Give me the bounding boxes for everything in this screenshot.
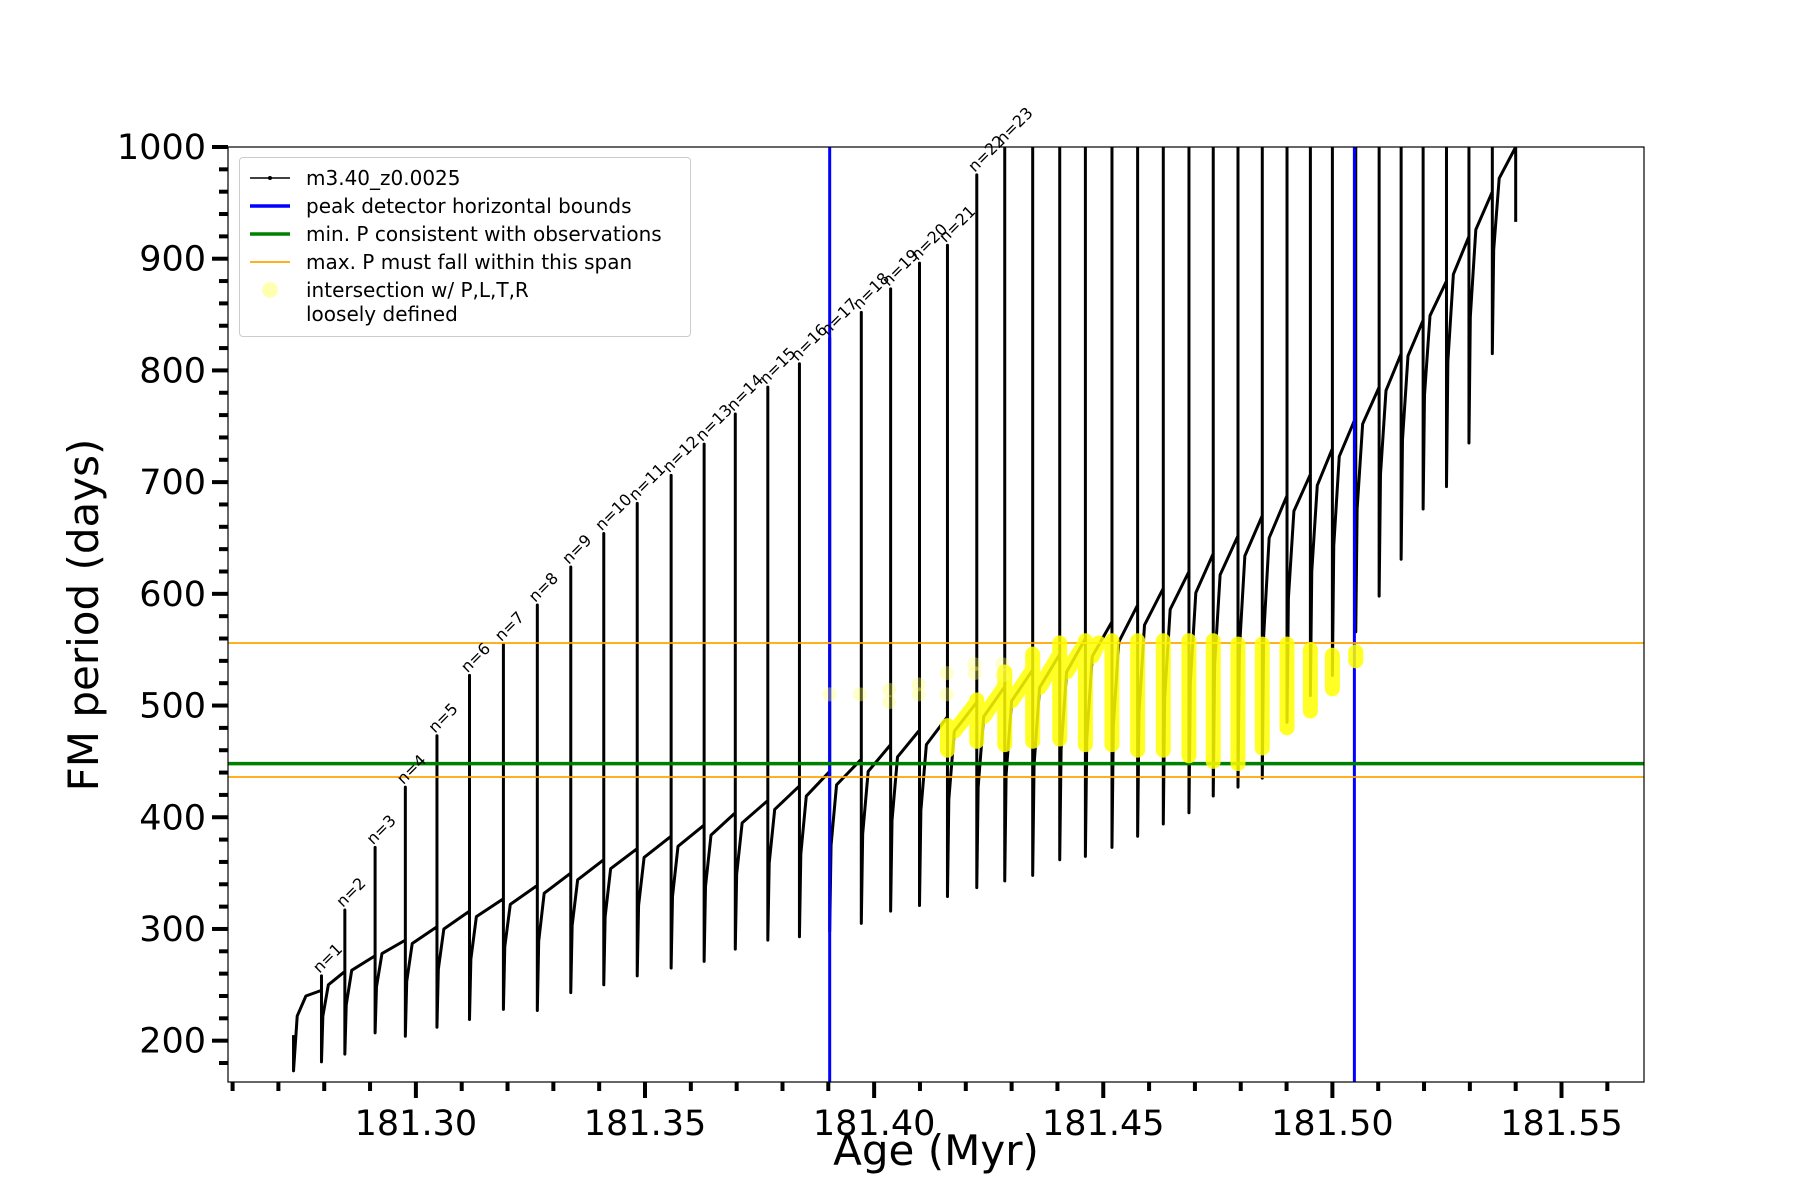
y-tick-label: 900 xyxy=(139,240,206,280)
legend-label: max. P must fall within this span xyxy=(306,250,633,274)
marker xyxy=(882,682,897,697)
annotation: n=3 xyxy=(362,811,399,848)
legend-symbol xyxy=(262,282,278,298)
plot-frame xyxy=(227,146,1645,1083)
legend-label: peak detector horizontal bounds xyxy=(306,194,632,218)
marker xyxy=(939,666,954,681)
annotation: n=7 xyxy=(491,608,528,645)
y-axis-label: FM period (days) xyxy=(59,439,108,792)
annotation: n=12 xyxy=(659,432,703,476)
marker xyxy=(995,657,1010,672)
legend-symbol xyxy=(250,204,290,208)
legend-entry: intersection w/ P,L,T,R loosely defined xyxy=(240,278,690,326)
y-tick-label: 400 xyxy=(139,798,206,838)
marker xyxy=(911,687,926,702)
marker xyxy=(967,657,982,672)
x-tick-label: 181.35 xyxy=(584,1104,706,1144)
legend-label: min. P consistent with observations xyxy=(306,222,662,246)
annotation: n=2 xyxy=(332,874,369,911)
y-tick-label: 300 xyxy=(139,910,206,950)
y-tick-label: 200 xyxy=(139,1022,206,1062)
y-tick-label: 700 xyxy=(139,463,206,503)
legend-label: intersection w/ P,L,T,R loosely defined xyxy=(306,278,529,326)
y-tick-label: 1000 xyxy=(117,128,206,168)
legend-entry: m3.40_z0.0025 xyxy=(240,166,690,190)
series-line xyxy=(292,147,1518,1073)
legend-entry: min. P consistent with observations xyxy=(240,222,690,246)
y-tick-label: 600 xyxy=(139,575,206,615)
x-axis-label: Age (Myr) xyxy=(833,1126,1039,1175)
plot-area xyxy=(228,147,1644,1082)
annotation: n=1 xyxy=(309,939,346,976)
legend-symbol xyxy=(250,261,290,263)
annotation: n=6 xyxy=(457,639,494,676)
x-tick-label: 181.45 xyxy=(1042,1104,1164,1144)
annotation: n=9 xyxy=(558,531,595,568)
annotation: n=5 xyxy=(424,699,461,736)
marker xyxy=(852,687,867,702)
legend-label: m3.40_z0.0025 xyxy=(306,166,461,190)
legend-entry: peak detector horizontal bounds xyxy=(240,194,690,218)
y-tick-label: 800 xyxy=(139,351,206,391)
marker xyxy=(995,668,1010,683)
legend-symbol xyxy=(250,232,290,236)
marker xyxy=(882,695,897,710)
marker xyxy=(822,687,837,702)
y-tick-label: 500 xyxy=(139,687,206,727)
highlight-band xyxy=(939,633,1364,772)
annotation: n=8 xyxy=(525,569,562,606)
marker xyxy=(939,687,954,702)
annotation: n=4 xyxy=(393,751,430,788)
marker xyxy=(911,677,926,692)
marker xyxy=(967,666,982,681)
x-tick-label: 181.55 xyxy=(1500,1104,1622,1144)
legend-symbol xyxy=(250,176,290,180)
legend-entry: max. P must fall within this span xyxy=(240,250,690,274)
annotation: n=10 xyxy=(591,490,635,534)
x-tick-label: 181.30 xyxy=(355,1104,477,1144)
x-tick-label: 181.50 xyxy=(1271,1104,1393,1144)
annotation: n=23 xyxy=(992,103,1036,147)
x-tick-label: 181.40 xyxy=(813,1104,935,1144)
